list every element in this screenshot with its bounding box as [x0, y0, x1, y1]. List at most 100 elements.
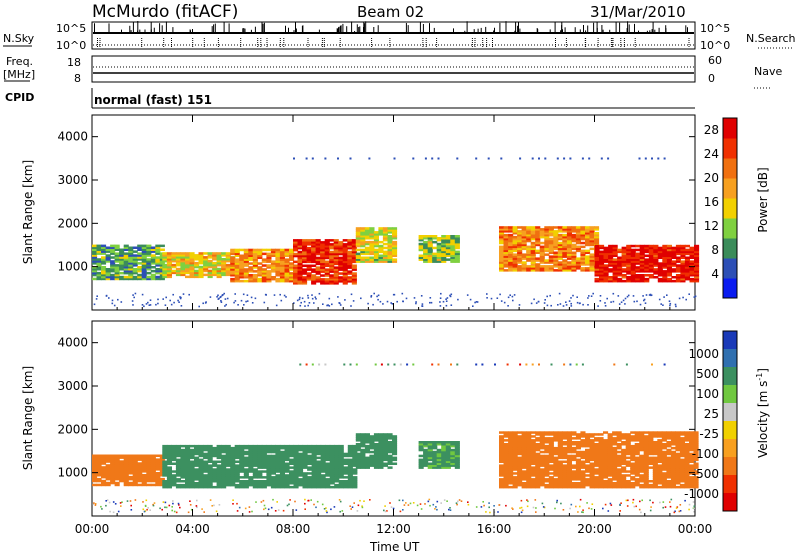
data-cell: [333, 245, 339, 248]
data-cell: [530, 482, 536, 485]
data-cell: [445, 235, 451, 238]
data-cell: [128, 260, 134, 263]
data-cell: [694, 268, 700, 271]
data-cell: [279, 483, 285, 487]
data-cell: [553, 226, 559, 229]
data-cell: [329, 246, 335, 250]
data-cell: [110, 256, 116, 259]
data-cell: [297, 243, 303, 246]
band-cell: [563, 157, 566, 160]
data-cell: [159, 477, 165, 481]
data-cell: [521, 433, 527, 436]
data-cell: [257, 483, 263, 487]
data-cell: [369, 233, 375, 236]
data-cell: [373, 446, 379, 450]
data-cell: [198, 454, 204, 458]
scatter-cell: [226, 297, 229, 300]
data-cell: [141, 269, 147, 273]
data-cell: [355, 444, 361, 448]
data-cell: [92, 248, 98, 251]
data-cell: [293, 274, 299, 277]
data-cell: [441, 456, 447, 460]
scatter-cell: [220, 295, 222, 298]
scatter-cell: [587, 297, 589, 299]
data-cell: [171, 470, 177, 473]
data-cell: [325, 462, 331, 465]
data-cell: [137, 472, 143, 475]
data-cell: [643, 470, 649, 473]
data-cell: [594, 476, 600, 479]
data-cell: [503, 462, 509, 465]
data-cell: [580, 259, 586, 262]
data-cell: [508, 448, 514, 452]
data-cell: [589, 230, 595, 233]
data-cell: [266, 450, 272, 454]
data-cell: [512, 267, 518, 270]
data-cell: [189, 468, 195, 471]
data-cell: [689, 448, 695, 452]
data-cell: [378, 454, 384, 458]
data-cell: [689, 437, 695, 440]
data-cell: [607, 456, 613, 460]
data-cell: [334, 446, 340, 450]
data-cell: [175, 271, 181, 275]
scatter-cell: [590, 295, 593, 297]
data-cell: [175, 458, 181, 462]
data-cell: [508, 478, 514, 481]
data-cell: [141, 456, 147, 459]
data-cell: [137, 273, 143, 277]
data-cell: [329, 458, 335, 462]
data-cell: [320, 460, 326, 463]
data-cell: [562, 435, 568, 438]
data-cell: [329, 268, 335, 271]
data-cell: [293, 252, 299, 256]
data-cell: [175, 485, 181, 489]
data-cell: [150, 256, 156, 259]
data-cell: [279, 462, 285, 465]
data-cell: [675, 468, 681, 471]
data-cell: [225, 478, 231, 481]
data-cell: [693, 433, 699, 436]
data-cell: [418, 466, 424, 469]
data-cell: [284, 483, 290, 487]
scatter-cell: [172, 293, 174, 296]
data-cell: [445, 238, 451, 242]
data-cell: [266, 248, 272, 252]
data-cell: [257, 450, 263, 454]
data-cell: [607, 485, 613, 489]
data-cell: [630, 260, 636, 263]
data-cell: [652, 462, 658, 465]
data-cell: [234, 470, 240, 473]
data-cell: [535, 446, 541, 450]
scatter-cell: [126, 500, 129, 502]
data-cell: [694, 256, 700, 259]
scatter-cell: [402, 300, 404, 303]
scatter-cell: [582, 303, 584, 306]
data-cell: [343, 472, 349, 475]
data-cell: [580, 472, 586, 475]
data-cell: [603, 272, 609, 275]
data-cell: [315, 246, 321, 250]
data-cell: [306, 252, 312, 256]
data-cell: [180, 476, 186, 479]
data-cell: [598, 470, 604, 473]
data-cell: [671, 268, 677, 271]
data-cell: [571, 239, 577, 243]
scatter-cell: [246, 294, 249, 296]
data-cell: [603, 266, 609, 269]
data-cell: [608, 268, 614, 271]
scatter-cell: [682, 296, 684, 299]
scatter-cell: [496, 297, 499, 299]
data-cell: [621, 483, 627, 487]
data-cell: [436, 458, 442, 462]
scatter-cell: [694, 295, 697, 298]
data-cell: [562, 247, 568, 251]
data-cell: [607, 480, 613, 483]
data-cell: [334, 470, 340, 473]
data-cell: [261, 448, 267, 452]
data-cell: [137, 466, 143, 469]
data-cell: [329, 470, 335, 473]
data-cell: [517, 232, 523, 235]
data-cell: [535, 263, 541, 266]
scatter-cell: [609, 502, 612, 505]
